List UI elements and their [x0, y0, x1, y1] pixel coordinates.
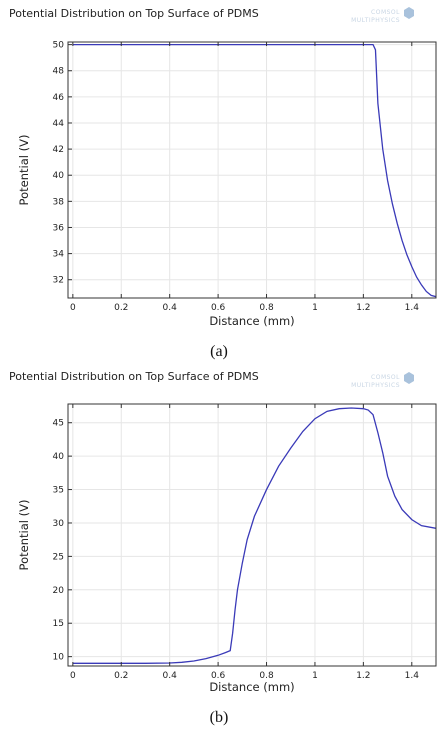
y-tick-label: 10 — [53, 653, 65, 663]
figure-caption: (b) — [210, 709, 229, 726]
x-tick-label: 1 — [312, 671, 318, 681]
plot-area — [72, 407, 437, 664]
x-tick-label: 1.2 — [356, 303, 370, 313]
y-tick-label: 34 — [53, 250, 65, 260]
x-tick-label: 0.2 — [114, 671, 128, 681]
x-tick-label: 1.4 — [405, 303, 420, 313]
x-tick-label: 0.8 — [259, 303, 274, 313]
logo-icon — [404, 7, 414, 19]
y-tick-label: 44 — [53, 119, 65, 129]
x-tick-label: 0.4 — [163, 671, 178, 681]
comsol-logo: COMSOL MULTIPHYSICS — [351, 372, 414, 389]
x-tick-label: 0 — [70, 303, 76, 313]
x-tick-label: 0.6 — [211, 303, 226, 313]
x-tick-label: 0.2 — [114, 303, 128, 313]
figure-caption: (a) — [210, 343, 228, 360]
y-tick-label: 45 — [53, 419, 64, 429]
y-tick-label: 46 — [53, 93, 65, 103]
y-tick-label: 36 — [53, 223, 65, 233]
logo-line-1: COMSOL — [371, 374, 400, 381]
y-tick-label: 38 — [53, 197, 65, 207]
y-tick-label: 40 — [53, 171, 65, 181]
x-tick-label: 0.8 — [259, 671, 274, 681]
chart-title: Potential Distribution on Top Surface of… — [9, 370, 259, 383]
chart-title: Potential Distribution on Top Surface of… — [9, 7, 259, 20]
potential-line — [72, 407, 437, 664]
x-axis-label: Distance (mm) — [209, 680, 294, 694]
y-tick-label: 30 — [53, 519, 65, 529]
y-tick-label: 15 — [53, 619, 64, 629]
logo-icon — [404, 372, 414, 384]
grid — [68, 42, 436, 298]
x-tick-label: 0 — [70, 671, 76, 681]
x-axis-ticks: 0 0.2 0.4 0.6 0.8 1 1.2 1.4 — [70, 404, 419, 681]
plot-frame — [67, 41, 437, 299]
x-tick-label: 0.4 — [163, 303, 178, 313]
comsol-logo: COMSOL MULTIPHYSICS — [351, 7, 414, 24]
y-tick-label: 42 — [53, 145, 64, 155]
logo-line-2: MULTIPHYSICS — [351, 17, 400, 24]
y-tick-label: 50 — [53, 41, 65, 51]
x-tick-label: 0.6 — [211, 671, 226, 681]
chart-panel-a: Potential Distribution on Top Surface of… — [9, 7, 437, 360]
y-axis-ticks: 32 34 36 38 40 42 44 46 48 50 — [53, 41, 72, 286]
x-tick-label: 1.2 — [356, 671, 370, 681]
y-tick-label: 25 — [53, 552, 64, 562]
plot-area — [72, 43, 437, 298]
chart-panel-b: Potential Distribution on Top Surface of… — [9, 370, 437, 726]
x-tick-label: 1 — [312, 303, 318, 313]
logo-line-1: COMSOL — [371, 9, 400, 16]
y-tick-label: 20 — [53, 586, 65, 596]
y-tick-label: 35 — [53, 486, 64, 496]
x-axis-label: Distance (mm) — [209, 314, 294, 328]
y-tick-label: 32 — [53, 276, 64, 286]
y-tick-label: 40 — [53, 452, 65, 462]
x-axis-ticks: 0 0.2 0.4 0.6 0.8 1 1.2 1.4 — [70, 42, 419, 313]
y-axis-label: Potential (V) — [17, 135, 31, 206]
plot-frame — [67, 403, 437, 667]
y-axis-ticks: 10 15 20 25 30 35 40 45 — [53, 419, 72, 663]
y-axis-label: Potential (V) — [17, 500, 31, 571]
potential-line — [72, 43, 437, 298]
y-tick-label: 48 — [53, 67, 65, 77]
x-tick-label: 1.4 — [405, 671, 420, 681]
logo-line-2: MULTIPHYSICS — [351, 382, 400, 389]
